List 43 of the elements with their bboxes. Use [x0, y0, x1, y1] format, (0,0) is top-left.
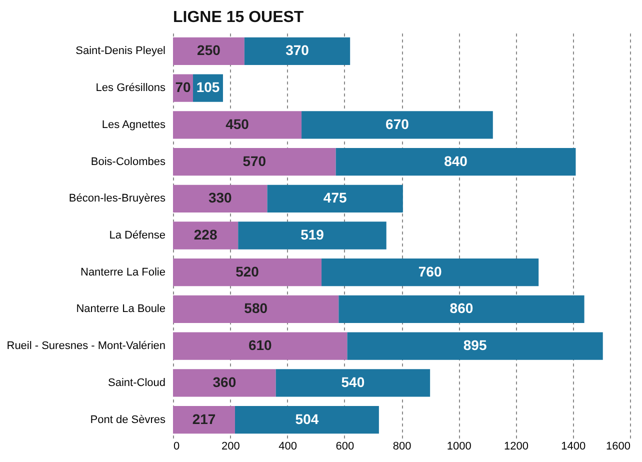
data-label: 370 [286, 42, 310, 58]
x-tick-label: 1600 [606, 440, 630, 452]
y-tick-label: Nanterre La Folie [80, 266, 166, 278]
y-tick-label: Rueil - Suresnes - Mont-Valérien [6, 340, 166, 352]
data-label: 895 [463, 337, 487, 354]
data-label: 519 [300, 226, 324, 242]
x-tick-label: 200 [221, 440, 240, 452]
data-label: 330 [208, 190, 232, 206]
y-tick-label: La Défense [109, 230, 166, 242]
data-label: 520 [236, 263, 260, 280]
data-label: 450 [226, 116, 250, 132]
x-tick-label: 600 [336, 440, 354, 452]
data-label: 475 [323, 190, 347, 206]
data-label: 570 [242, 152, 266, 169]
data-label: 580 [244, 300, 268, 316]
data-label: 250 [197, 42, 221, 58]
y-tick-label: Les Agnettes [102, 118, 166, 131]
data-label: 610 [248, 337, 272, 354]
y-tick-label: Bécon-les-Bruyères [68, 192, 166, 205]
y-tick-label: Saint-Denis Pleyel [76, 45, 166, 58]
x-tick-label: 0 [174, 440, 180, 452]
data-label: 105 [196, 79, 220, 96]
data-label: 228 [194, 226, 218, 242]
data-label: 540 [341, 374, 365, 390]
data-label: 360 [212, 374, 236, 390]
data-label: 860 [450, 300, 474, 316]
y-tick-label: Bois-Colombes [90, 156, 166, 168]
y-tick-label: Nanterre La Boule [76, 303, 166, 316]
data-label: 70 [175, 79, 191, 96]
y-tick-label: Les Grésillons [96, 82, 166, 94]
data-label: 217 [192, 410, 216, 427]
data-label: 840 [444, 152, 468, 169]
x-tick-label: 800 [392, 440, 412, 452]
y-tick-label: Saint-Cloud [108, 376, 166, 389]
x-tick-label: 1400 [561, 440, 586, 452]
y-tick-label: Pont de Sèvres [90, 414, 166, 426]
data-label: 670 [386, 116, 410, 132]
x-tick-label: 1000 [446, 440, 472, 452]
x-tick-label: 400 [278, 440, 297, 452]
data-label: 760 [418, 263, 442, 280]
x-tick-label: 1200 [504, 440, 528, 452]
data-label: 504 [295, 410, 319, 427]
chart-title: LIGNE 15 OUEST [173, 9, 304, 26]
